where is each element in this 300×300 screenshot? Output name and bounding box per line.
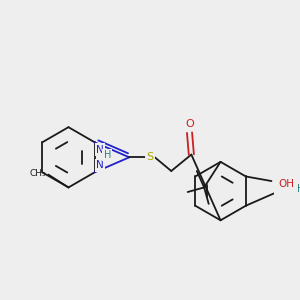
Text: H: H <box>297 184 300 194</box>
Text: H: H <box>104 150 111 160</box>
Text: N: N <box>96 160 104 170</box>
Text: N: N <box>96 145 104 154</box>
Text: CH₃: CH₃ <box>29 169 46 178</box>
Text: S: S <box>147 152 154 162</box>
Text: O: O <box>185 119 194 129</box>
Text: OH: OH <box>279 179 295 189</box>
